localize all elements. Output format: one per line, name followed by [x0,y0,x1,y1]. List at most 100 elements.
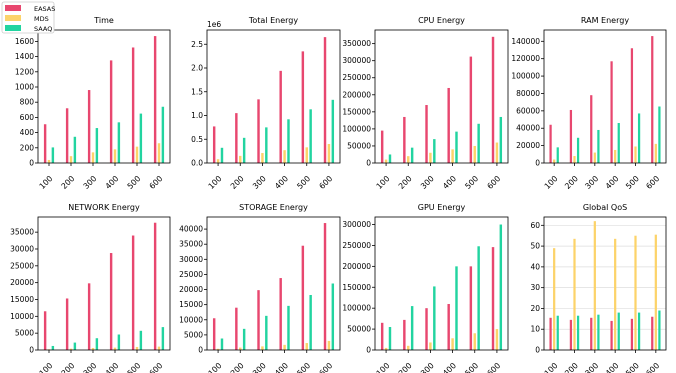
bar-cpu-energy-saaq-600 [499,116,503,163]
bar-cpu-energy-mds-200 [407,156,410,163]
bar-gpu-energy-mds-400 [451,338,454,350]
panel-total-energy: 0.0 0.5 1.0 1.5 2.0 2.5 100 200 300 400 500 600 Tota… [191,16,341,191]
ytick-label-storage-energy-8: 40000 [179,225,203,234]
xtick-label-storage-energy-400: 400 [273,361,290,373]
bar-total-energy-mds-200 [239,155,242,163]
bar-network-energy-mds-600 [157,346,161,350]
bar-storage-energy-easas-600 [323,223,327,350]
bar-ram-energy-easas-500 [630,48,634,164]
bar-total-energy-mds-500 [305,147,308,163]
bar-network-energy-mds-500 [135,346,139,350]
ytick-label-gpu-energy-6: 300000 [342,220,371,229]
bar-cpu-energy-easas-400 [447,87,450,163]
xtick-label-storage-energy-200: 200 [229,361,246,373]
panel-storage-energy: 0 5000 10000 15000 20000 25000 30000 35000 40000… [179,203,341,373]
bar-time-saaq-300 [95,128,99,163]
axes-frame-total-energy [206,29,341,164]
bar-time-saaq-200 [73,136,77,163]
bar-gpu-energy-mds-500 [473,333,476,350]
bar-gpu-energy-easas-300 [425,308,428,350]
bar-ram-energy-easas-600 [651,36,654,163]
bar-network-energy-easas-600 [153,222,157,350]
bar-cpu-energy-mds-500 [473,145,476,163]
bar-storage-energy-mds-100 [216,348,220,350]
bar-cpu-energy-easas-500 [469,56,473,163]
bar-ram-energy-saaq-400 [617,123,620,163]
xtick-label-total-energy-400: 400 [273,174,290,191]
bar-gpu-energy-saaq-200 [410,306,414,350]
ytick-label-network-energy-2: 10000 [10,312,34,321]
panel-time: 0 200 400 600 800 1000 1200 1400 1600 100 200 300 40… [15,16,171,191]
bar-cpu-energy-saaq-300 [433,139,436,163]
xtick-label-gpu-energy-600: 600 [485,361,502,373]
bar-cpu-energy-saaq-100 [388,154,392,163]
bar-ram-energy-mds-300 [593,152,596,163]
bar-global-qos-saaq-500 [637,312,641,350]
bar-cpu-energy-easas-300 [425,105,428,163]
ytick-label-gpu-energy-3: 150000 [342,283,371,292]
bar-ram-energy-mds-400 [614,149,617,163]
bar-total-energy-saaq-300 [265,127,268,163]
bar-gpu-energy-mds-100 [384,347,388,350]
bar-global-qos-easas-600 [651,316,654,350]
xtick-label-time-400: 400 [104,174,121,191]
bar-storage-energy-easas-300 [257,290,260,350]
bar-time-mds-300 [91,152,95,163]
ytick-label-time-3: 600 [20,113,35,122]
ytick-label-ram-energy-4: 80000 [516,89,540,98]
axes-frame-ram-energy [543,29,667,164]
ytick-label-cpu-energy-6: 300000 [342,56,371,65]
ytick-label-cpu-energy-4: 200000 [342,90,371,99]
panel-ram-energy: 0 20000 40000 60000 80000 100000 120000 140000 1… [511,16,667,191]
ytick-label-storage-energy-5: 25000 [179,270,203,279]
legend-swatch-easas [5,5,21,11]
xtick-label-time-200: 200 [60,174,77,191]
bar-ram-energy-saaq-100 [556,147,559,163]
bar-storage-energy-mds-500 [305,343,308,350]
ytick-label-ram-energy-1: 20000 [516,141,540,150]
xtick-label-ram-energy-300: 300 [583,174,600,191]
ytick-label-storage-energy-7: 35000 [179,240,203,249]
bar-ram-energy-easas-200 [569,109,573,163]
ytick-label-gpu-energy-0: 0 [366,346,371,355]
chart-title-storage-energy: STORAGE Energy [239,203,308,212]
ytick-label-ram-energy-2: 40000 [516,124,540,133]
bar-storage-energy-mds-600 [327,340,331,350]
bar-network-energy-mds-200 [69,348,73,350]
bar-time-mds-100 [47,159,51,163]
bar-global-qos-mds-300 [593,221,596,350]
axes-frame-storage-energy [206,216,341,351]
ytick-label-ram-energy-5: 100000 [511,72,540,81]
ytick-label-network-energy-5: 25000 [10,261,34,270]
ytick-label-network-energy-1: 5000 [15,329,34,338]
bar-cpu-energy-mds-600 [495,142,499,163]
bar-time-mds-600 [157,143,161,163]
axes-frame-global-qos [543,216,667,351]
bar-cpu-energy-mds-300 [429,152,432,163]
xtick-label-total-energy-500: 500 [295,174,312,191]
bar-gpu-energy-saaq-600 [499,224,503,350]
xtick-label-gpu-energy-100: 100 [375,361,392,373]
chart-title-ram-energy: RAM Energy [581,16,629,25]
axes-frame-time [37,29,171,164]
bar-network-energy-saaq-600 [161,327,165,350]
xtick-label-cpu-energy-200: 200 [397,174,414,191]
ytick-label-storage-energy-6: 30000 [179,255,203,264]
bar-network-energy-saaq-300 [95,338,99,350]
bar-global-qos-saaq-100 [556,315,559,350]
bar-network-energy-easas-100 [43,311,47,350]
ytick-label-storage-energy-0: 0 [198,346,203,355]
legend-label-easas: EASAS [34,5,55,13]
ytick-label-network-energy-0: 0 [29,346,34,355]
bar-time-easas-300 [87,90,91,163]
xtick-label-gpu-energy-500: 500 [463,361,480,373]
panel-global-qos: 0 10 20 30 40 50 60 100 200 300 400 500 600 Global Qo… [530,203,667,373]
bar-global-qos-easas-100 [549,317,552,350]
panel-network-energy: 0 5000 10000 15000 20000 25000 30000 35000 100 20… [10,203,171,373]
bar-ram-energy-easas-100 [549,124,552,163]
bar-storage-energy-mds-400 [283,344,286,350]
ytick-label-network-energy-6: 30000 [10,244,34,253]
xtick-label-network-energy-200: 200 [60,361,77,373]
legend-label-saaq: SAAQ [34,25,52,33]
bar-total-energy-mds-400 [283,150,286,163]
